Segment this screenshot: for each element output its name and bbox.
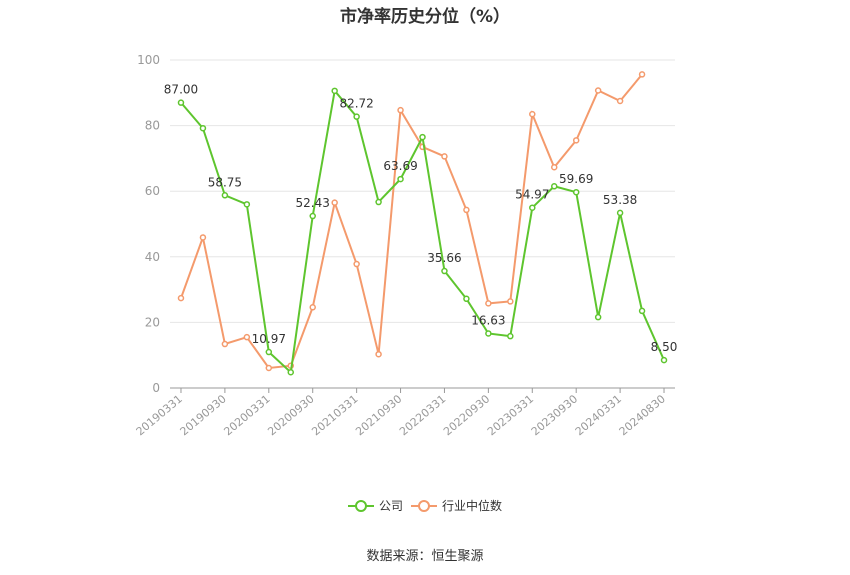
data-point bbox=[441, 267, 448, 275]
data-label: 53.38 bbox=[603, 193, 637, 207]
x-tick-label: 20200930 bbox=[265, 392, 316, 438]
y-tick-label: 80 bbox=[145, 119, 160, 133]
data-point bbox=[221, 340, 229, 348]
x-tick-label: 20190331 bbox=[134, 392, 185, 438]
data-point bbox=[199, 234, 207, 241]
legend-label: 公司 bbox=[379, 499, 403, 513]
data-point bbox=[309, 304, 316, 311]
data-point bbox=[287, 369, 295, 376]
y-tick-label: 40 bbox=[145, 250, 160, 264]
data-point bbox=[243, 201, 251, 208]
data-point bbox=[485, 330, 492, 337]
legend-marker bbox=[418, 500, 430, 512]
series-company: 87.00 58.75 10.97 52.43 82.72 63.69 35.66 16.63… bbox=[164, 83, 678, 376]
data-point bbox=[353, 260, 360, 268]
data-label: 63.69 bbox=[383, 159, 417, 173]
data-point bbox=[616, 97, 624, 105]
series-layer: 87.00 58.75 10.97 52.43 82.72 63.69 35.66 16.63… bbox=[164, 71, 678, 376]
y-tick-label: 0 bbox=[152, 381, 160, 395]
data-point bbox=[265, 348, 273, 356]
legend[interactable]: 公司 行业中位数 bbox=[348, 498, 502, 513]
legend-item-industry-median[interactable]: 行业中位数 bbox=[411, 498, 502, 513]
data-point bbox=[550, 164, 558, 171]
data-point bbox=[309, 212, 316, 220]
data-point bbox=[594, 313, 602, 321]
data-label: 87.00 bbox=[164, 83, 198, 97]
data-label: 35.66 bbox=[427, 251, 461, 265]
x-tick-label: 20210331 bbox=[309, 392, 360, 438]
x-tick-label: 20230930 bbox=[529, 392, 580, 438]
data-source-note: 数据来源：恒生聚源 bbox=[366, 549, 484, 564]
data-point bbox=[572, 188, 580, 196]
data-point bbox=[177, 99, 185, 106]
data-point bbox=[550, 183, 558, 190]
data-label: 10.97 bbox=[252, 332, 286, 346]
series-line bbox=[180, 88, 665, 375]
x-tick-label: 20230331 bbox=[485, 392, 536, 438]
data-point bbox=[572, 137, 580, 144]
data-point bbox=[353, 113, 360, 120]
data-label: 59.69 bbox=[559, 172, 593, 186]
data-label: 82.72 bbox=[339, 97, 373, 111]
grid-lines bbox=[170, 59, 675, 323]
data-point bbox=[638, 71, 646, 78]
data-point bbox=[616, 209, 624, 217]
x-tick-label: 20190930 bbox=[178, 392, 229, 438]
data-label: 16.63 bbox=[471, 313, 505, 327]
data-point bbox=[441, 153, 448, 160]
chart-title: 市净率历史分位（%） bbox=[339, 7, 511, 27]
x-tick-label: 20240331 bbox=[573, 392, 624, 438]
data-point bbox=[331, 87, 338, 95]
data-point bbox=[375, 350, 382, 358]
series-industry-median bbox=[177, 71, 646, 372]
data-point bbox=[485, 300, 492, 307]
data-point bbox=[594, 87, 602, 94]
data-label: 52.43 bbox=[296, 196, 330, 210]
data-point bbox=[331, 199, 338, 206]
data-point bbox=[638, 307, 646, 315]
x-tick-label: 20220930 bbox=[441, 392, 492, 438]
x-tick-label: 20220331 bbox=[397, 392, 448, 438]
legend-marker bbox=[355, 500, 367, 512]
data-point bbox=[265, 364, 273, 372]
data-point bbox=[199, 124, 207, 132]
data-point bbox=[243, 333, 251, 341]
data-point bbox=[529, 110, 536, 118]
data-point bbox=[507, 298, 514, 305]
y-tick-label: 60 bbox=[145, 184, 160, 198]
y-tick-label: 20 bbox=[145, 315, 160, 329]
x-tick-label: 20200331 bbox=[221, 392, 272, 438]
data-point bbox=[463, 295, 470, 303]
y-tick-label: 100 bbox=[137, 53, 160, 67]
data-point bbox=[507, 332, 514, 340]
x-tick-label: 20210930 bbox=[353, 392, 404, 438]
data-label: 58.75 bbox=[208, 175, 242, 189]
data-point bbox=[397, 106, 404, 114]
legend-item-company[interactable]: 公司 bbox=[348, 499, 403, 513]
data-point bbox=[375, 198, 382, 206]
legend-label: 行业中位数 bbox=[442, 498, 502, 513]
data-point bbox=[660, 356, 668, 364]
data-point bbox=[419, 133, 426, 141]
data-point bbox=[177, 294, 185, 302]
x-axis: 2019033120190930202003312020093020210331… bbox=[134, 387, 675, 438]
data-label: 54.97 bbox=[515, 188, 549, 202]
data-label: 8.50 bbox=[651, 340, 678, 354]
x-tick-label: 20240830 bbox=[617, 392, 668, 438]
data-point bbox=[397, 175, 404, 183]
data-point bbox=[463, 206, 470, 214]
data-point bbox=[529, 204, 536, 211]
y-axis: 0 20 40 60 80 100 bbox=[137, 53, 160, 395]
series-line bbox=[180, 73, 643, 370]
data-point bbox=[221, 192, 229, 199]
